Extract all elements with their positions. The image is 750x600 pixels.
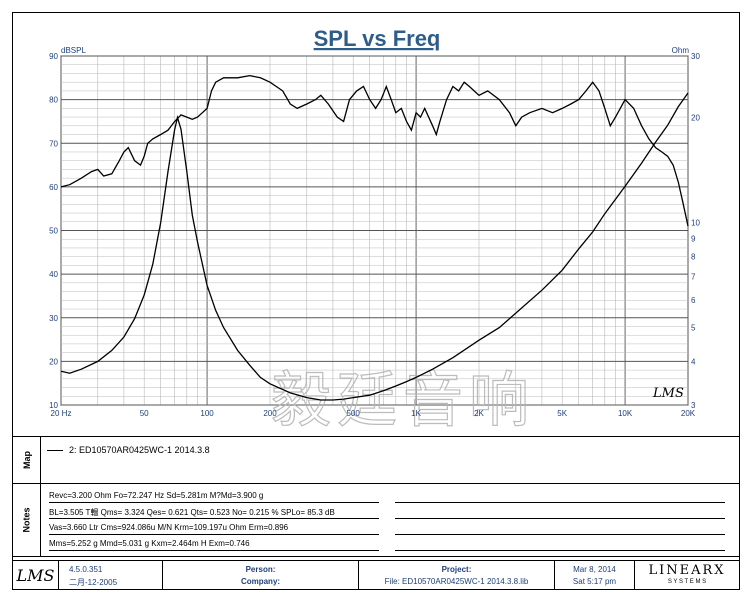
y-right-tick-label: 5 [691, 324, 696, 333]
y-left-tick-label: 70 [49, 139, 58, 148]
chart-title: SPL vs Freq [314, 26, 441, 51]
x-tick-label: 5K [557, 409, 567, 418]
y-right-tick-label: 4 [691, 357, 696, 366]
spl-curve [60, 74, 689, 227]
map-panel: Map 2: ED10570AR0425WC-1 2014.3.8 [12, 436, 740, 484]
impedance-curve [60, 92, 689, 401]
x-tick-label: 50 [140, 409, 149, 418]
note-rule-2b [395, 518, 725, 519]
note-line-2: BL=3.505 T轀 Qms= 3.324 Qes= 0.621 Qts= 0… [49, 508, 335, 517]
chart-grid [60, 55, 689, 406]
left-axis-unit: dBSPL [61, 46, 86, 55]
footer-brand-cell: LINEARX S Y S T E M S [635, 561, 739, 589]
y-left-tick-label: 60 [49, 183, 58, 192]
legend-line-swatch [47, 449, 63, 451]
footer-version-cell: 4.5.0.351 二月-12-2005 [59, 561, 163, 589]
legend-label: 2: ED10570AR0425WC-1 2014.3.8 [69, 445, 210, 455]
y-right-tick-label: 7 [691, 273, 696, 282]
y-left-tick-label: 80 [49, 96, 58, 105]
footer-project-cell: Project: File: ED10570AR0425WC-1 2014.3.… [359, 561, 555, 589]
note-rule-1b [395, 502, 725, 503]
axes-labels: dBSPL Ohm [61, 46, 689, 55]
y-left-tick-label: 10 [49, 401, 58, 410]
chart-curves [60, 74, 689, 401]
spl-impedance-chart: SPL vs Freq 毅廷音响 LMS dBSPL Ohm 20 Hz 50 10… [49, 26, 700, 433]
y-right-tick-label: 3 [691, 401, 696, 410]
note-rule-3a [49, 534, 379, 535]
notes-panel: Notes Revc=3.200 Ohm Fo=72.247 Hz Sd=5.2… [12, 483, 740, 557]
x-tick-label: 10K [618, 409, 633, 418]
y-right-tick-label: 9 [691, 234, 696, 243]
y-right-tick-label: 20 [691, 113, 700, 122]
x-tick-label: 1K [411, 409, 421, 418]
note-line-3: Vas=3.660 Ltr Cms=924.086u M/N Krm=109.1… [49, 523, 289, 532]
footer-person-cell: Person: Company: [163, 561, 359, 589]
x-tick-label: 2K [474, 409, 484, 418]
y-left-tick-label: 30 [49, 314, 58, 323]
x-tick-label: 200 [263, 409, 277, 418]
y-left-tick-label: 20 [49, 357, 58, 366]
note-rule-2a [49, 518, 379, 519]
x-tick-label: 100 [200, 409, 214, 418]
y-right-tick-label: 8 [691, 252, 696, 261]
lms-chart-tag: LMS [652, 386, 684, 401]
x-tick-label: 500 [346, 409, 360, 418]
note-rule-4b [395, 550, 725, 551]
lms-logo: LMS [16, 565, 55, 585]
notes-label-text: Notes [21, 507, 32, 533]
note-rule-1a [49, 502, 379, 503]
brand-sub: S Y S T E M S [667, 579, 707, 585]
person-label: Person: [245, 565, 276, 574]
x-tick-label: 20K [681, 409, 696, 418]
note-rule-3b [395, 534, 725, 535]
note-line-1: Revc=3.200 Ohm Fo=72.247 Hz Sd=5.281m M?… [49, 491, 264, 500]
company-label: Company: [240, 577, 281, 586]
note-rule-4a [49, 550, 379, 551]
right-axis-unit: Ohm [672, 46, 690, 55]
y-left-tick-label: 40 [49, 270, 58, 279]
footer-date-cell: Mar 8, 2014 Sat 5:17 pm [555, 561, 635, 589]
notes-side-label: Notes [13, 484, 41, 556]
brand-logo: LINEARX [648, 563, 726, 578]
x-tick-label: 20 Hz [51, 409, 72, 418]
tick-labels: 20 Hz 50 100 200 500 1K 2K 5K 10K 20K 10 20 30 40 50 60… [49, 52, 700, 418]
legend-entry: 2: ED10570AR0425WC-1 2014.3.8 [47, 445, 210, 455]
version-date: 二月-12-2005 [69, 578, 118, 587]
map-side-label: Map [13, 437, 41, 483]
map-label-text: Map [21, 451, 32, 469]
version-text: 4.5.0.351 [69, 565, 103, 574]
y-left-tick-label: 50 [49, 227, 58, 236]
project-label: Project: [441, 565, 472, 574]
watermark-text: 毅廷音响 [271, 366, 535, 433]
footer-panel: LMS 4.5.0.351 二月-12-2005 Person: Company… [12, 560, 740, 590]
footer-logo-cell: LMS [13, 561, 59, 589]
footer-date: Mar 8, 2014 [573, 565, 616, 574]
project-file: File: ED10570AR0425WC-1 2014.3.8.lib [384, 577, 529, 586]
footer-time: Sat 5:17 pm [572, 577, 617, 586]
y-right-tick-label: 10 [691, 219, 700, 228]
y-right-tick-label: 6 [691, 296, 696, 305]
note-line-4: Mms=5.252 g Mmd=5.031 g Kxm=2.464m H Exm… [49, 539, 250, 548]
y-right-tick-label: 30 [691, 52, 700, 61]
y-left-tick-label: 90 [49, 52, 58, 61]
